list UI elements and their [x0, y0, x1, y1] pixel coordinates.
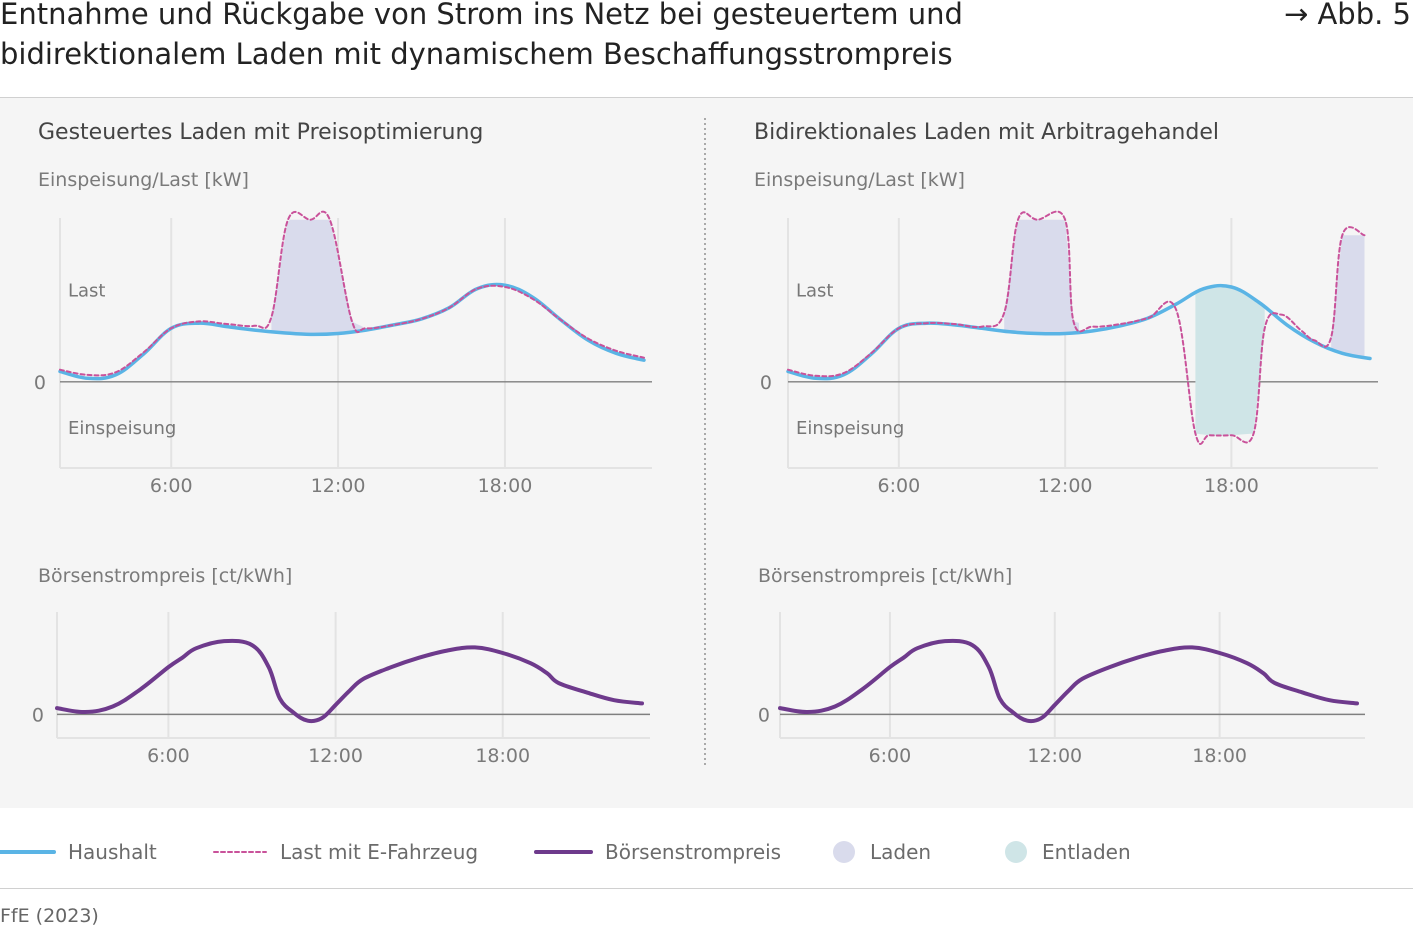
- x-tick-label: 6:00: [150, 475, 193, 497]
- legend-label: Last mit E-Fahrzeug: [280, 840, 478, 864]
- y-axis-label: Einspeisung/Last [kW]: [38, 169, 249, 191]
- series-line-haushalt: [58, 282, 646, 381]
- zero-label: 0: [32, 704, 44, 726]
- annotation-last: Last: [796, 280, 834, 301]
- x-tick-label: 12:00: [1038, 475, 1093, 497]
- y-axis-label: Einspeisung/Last [kW]: [754, 169, 965, 191]
- y-axis-label: Börsenstrompreis [ct/kWh]: [758, 565, 1012, 587]
- legend-item-boersenstrompreis: Börsenstrompreis: [534, 840, 781, 864]
- legend-item-laden: Laden: [833, 840, 931, 864]
- figure-reference: → Abb. 5: [1283, 0, 1411, 31]
- legend-label: Entladen: [1042, 840, 1131, 864]
- figure-title: Entnahme und Rückgabe von Strom ins Netz…: [0, 0, 1200, 74]
- area-laden: [1004, 219, 1079, 334]
- panel-title: Bidirektionales Laden mit Arbitragehande…: [754, 120, 1219, 145]
- annotation-einspeisung: Einspeisung: [68, 418, 176, 439]
- bottom-divider: [0, 888, 1413, 889]
- x-tick-label: 18:00: [1204, 475, 1259, 497]
- series-line-haushalt: [786, 283, 1372, 381]
- legend-item-entladen: Entladen: [1005, 840, 1131, 864]
- x-tick-label: 12:00: [308, 745, 363, 767]
- legend-item-haushalt: Haushalt: [0, 840, 157, 864]
- y-axis-label: Börsenstrompreis [ct/kWh]: [38, 565, 292, 587]
- legend-label: Haushalt: [68, 840, 157, 864]
- area-laden: [1331, 235, 1365, 358]
- x-tick-label: 6:00: [869, 745, 912, 767]
- x-tick-label: 12:00: [311, 475, 366, 497]
- legend-swatch: [1005, 841, 1027, 863]
- series-line-last_ev: [787, 210, 1366, 445]
- figure-title-line-1: Entnahme und Rückgabe von Strom ins Netz…: [0, 0, 963, 31]
- panel-title: Gesteuertes Laden mit Preisoptimierung: [38, 120, 483, 145]
- annotation-einspeisung: Einspeisung: [796, 418, 904, 439]
- zero-label: 0: [34, 372, 46, 394]
- area-laden: [271, 219, 364, 335]
- zero-label: 0: [760, 372, 772, 394]
- chart-1: [58, 210, 652, 469]
- zero-label: 0: [758, 704, 770, 726]
- figure-title-line-2: bidirektionalem Laden mit dynamischem Be…: [0, 37, 953, 71]
- legend: Haushalt Last mit E-Fahrzeug Börsenstrompr…: [0, 840, 1131, 864]
- area-entladen: [1195, 287, 1265, 436]
- legend-label: Börsenstrompreis: [605, 840, 781, 864]
- series-line-boersenstrompreis: [55, 638, 644, 724]
- x-tick-label: 6:00: [878, 475, 921, 497]
- legend-item-last_ev: Last mit E-Fahrzeug: [213, 840, 478, 864]
- x-tick-label: 18:00: [478, 475, 533, 497]
- top-divider: [0, 97, 1413, 98]
- annotation-last: Last: [68, 280, 106, 301]
- chart-4: [778, 612, 1365, 739]
- source-note: FfE (2023): [0, 905, 99, 927]
- series-line-last_ev: [59, 210, 645, 377]
- x-tick-label: 6:00: [147, 745, 190, 767]
- chart-background: [0, 98, 1413, 808]
- x-tick-label: 18:00: [1192, 745, 1247, 767]
- series-line-boersenstrompreis: [778, 638, 1359, 724]
- legend-label: Laden: [870, 840, 931, 864]
- x-tick-label: 12:00: [1027, 745, 1082, 767]
- x-tick-label: 18:00: [475, 745, 530, 767]
- chart-2: [786, 210, 1378, 469]
- chart-3: [55, 612, 650, 739]
- legend-swatch: [833, 841, 855, 863]
